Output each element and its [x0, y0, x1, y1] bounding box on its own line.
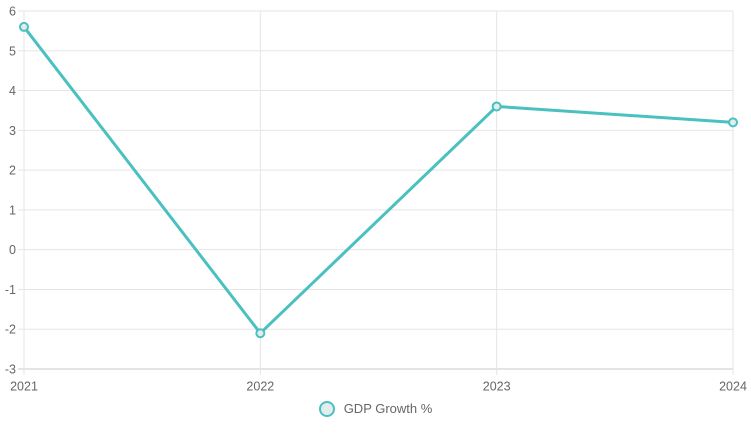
- data-point-2021[interactable]: [19, 21, 29, 32]
- chart-legend: GDP Growth %: [0, 401, 751, 417]
- y-tick-label: 2: [9, 164, 16, 178]
- y-tick-label: 0: [9, 243, 16, 257]
- y-tick-label: 1: [9, 203, 16, 217]
- legend-point-icon: [318, 401, 335, 417]
- y-tick-label: 6: [9, 5, 16, 19]
- data-point-2022[interactable]: [255, 328, 266, 339]
- legend-item[interactable]: GDP Growth %: [318, 401, 433, 417]
- y-tick-label: -1: [5, 283, 16, 297]
- legend-label: GDP Growth %: [343, 401, 433, 416]
- y-tick-label: 3: [9, 124, 16, 138]
- x-tick-label: 2021: [10, 380, 38, 394]
- data-point-2023[interactable]: [491, 101, 502, 112]
- data-line: [22, 25, 735, 335]
- x-tick-label: 2024: [719, 380, 747, 394]
- x-tick-label: 2023: [483, 380, 511, 394]
- x-tick-label: 2022: [246, 380, 274, 394]
- data-point-2024[interactable]: [728, 117, 738, 128]
- y-tick-label: -3: [5, 363, 16, 377]
- y-tick-label: -2: [5, 323, 16, 337]
- y-tick-label: 5: [9, 44, 16, 58]
- y-tick-label: 4: [9, 84, 16, 98]
